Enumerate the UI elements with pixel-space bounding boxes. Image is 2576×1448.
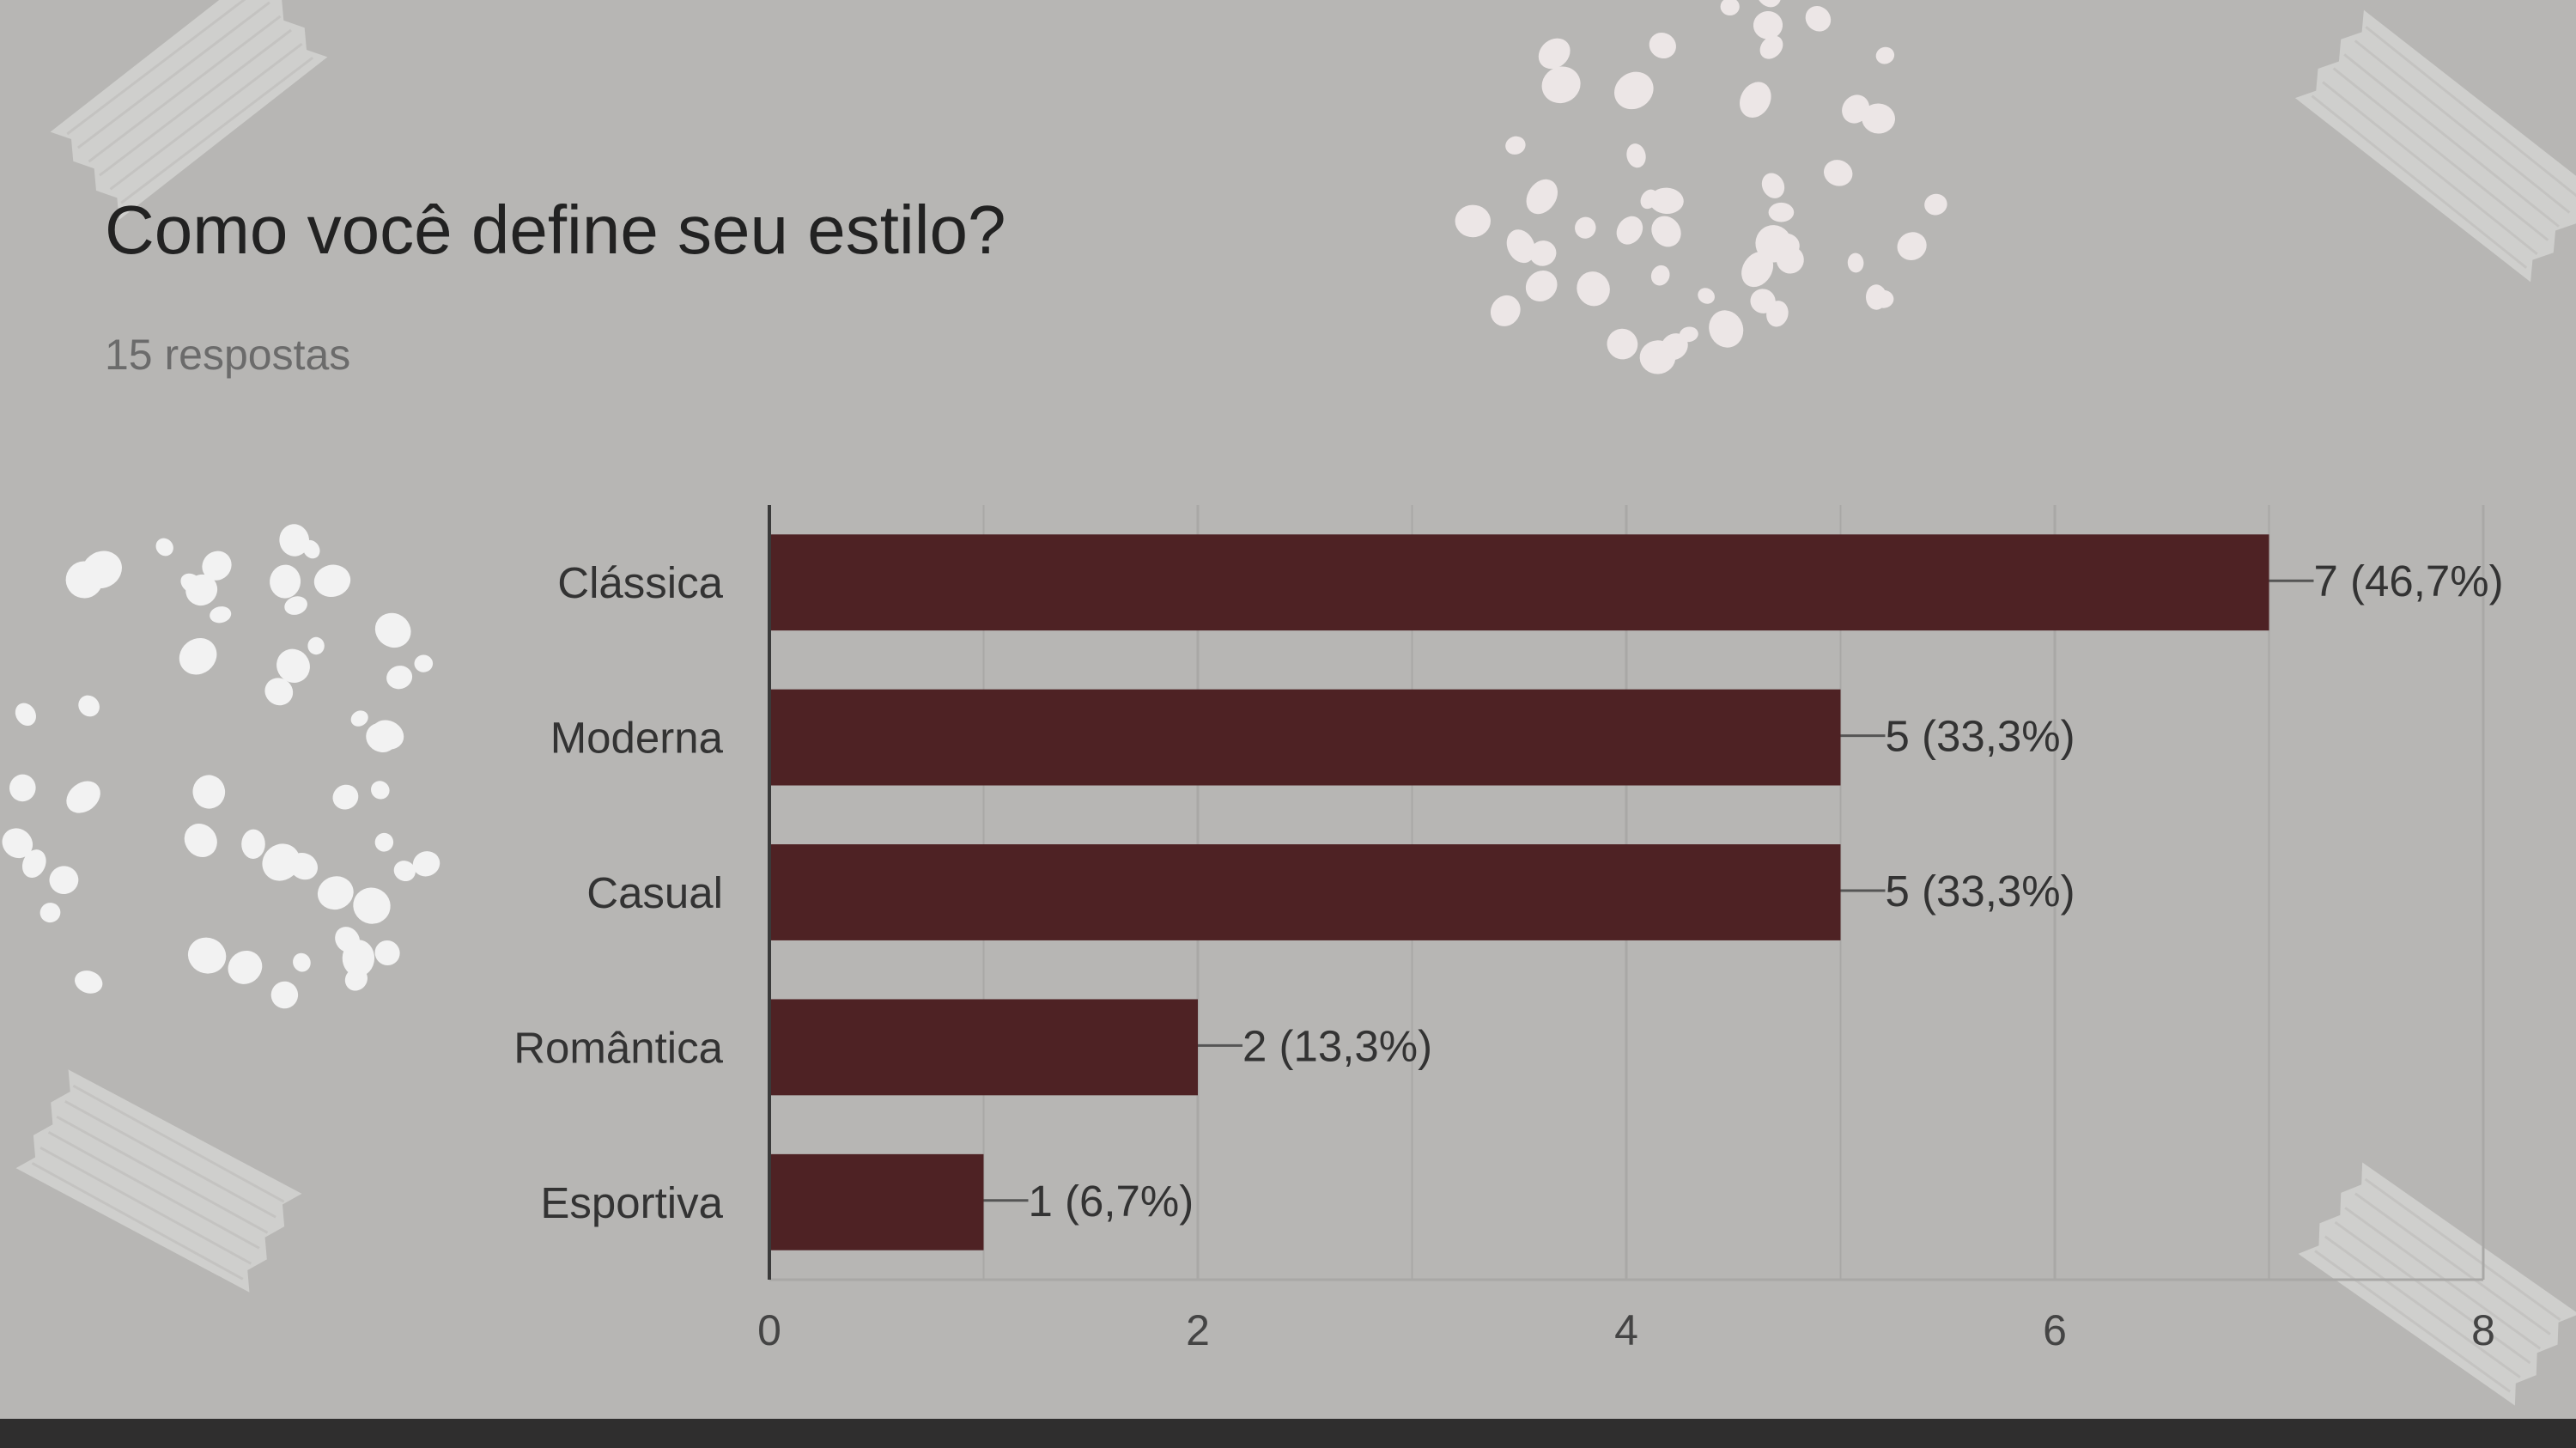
x-tick-label: 2: [1186, 1306, 1210, 1354]
category-label: Clássica: [557, 558, 723, 607]
tape-icon: [15, 1069, 302, 1293]
response-count: 15 respostas: [105, 331, 351, 379]
data-label: 5 (33,3%): [1886, 867, 2075, 916]
bar-romântica: [769, 999, 1198, 1096]
bar-clássica: [769, 534, 2269, 631]
x-tick-label: 0: [757, 1306, 781, 1354]
data-label: 7 (46,7%): [2314, 557, 2504, 605]
x-tick-label: 8: [2471, 1306, 2495, 1354]
category-label: Moderna: [550, 714, 724, 763]
tape-icon: [2294, 9, 2576, 283]
tape-icon: [2298, 1162, 2576, 1406]
footer-bar: [0, 1419, 2576, 1448]
bar-esportiva: [769, 1153, 984, 1250]
data-label: 1 (6,7%): [1029, 1177, 1194, 1226]
dots-pattern-icon: [1455, 0, 1947, 374]
bar-moderna: [769, 689, 1841, 786]
tape-icon: [50, 0, 328, 221]
data-label: 5 (33,3%): [1886, 712, 2075, 761]
data-label: 2 (13,3%): [1242, 1021, 1432, 1070]
x-tick-label: 4: [1614, 1306, 1638, 1354]
category-label: Romântica: [513, 1023, 723, 1072]
category-label: Casual: [586, 868, 723, 917]
chart-title: Como você define seu estilo?: [105, 192, 1006, 268]
dots-pattern-icon: [2, 524, 440, 1009]
x-tick-label: 6: [2043, 1306, 2067, 1354]
category-label: Esportiva: [540, 1178, 723, 1227]
bar-casual: [769, 844, 1841, 940]
